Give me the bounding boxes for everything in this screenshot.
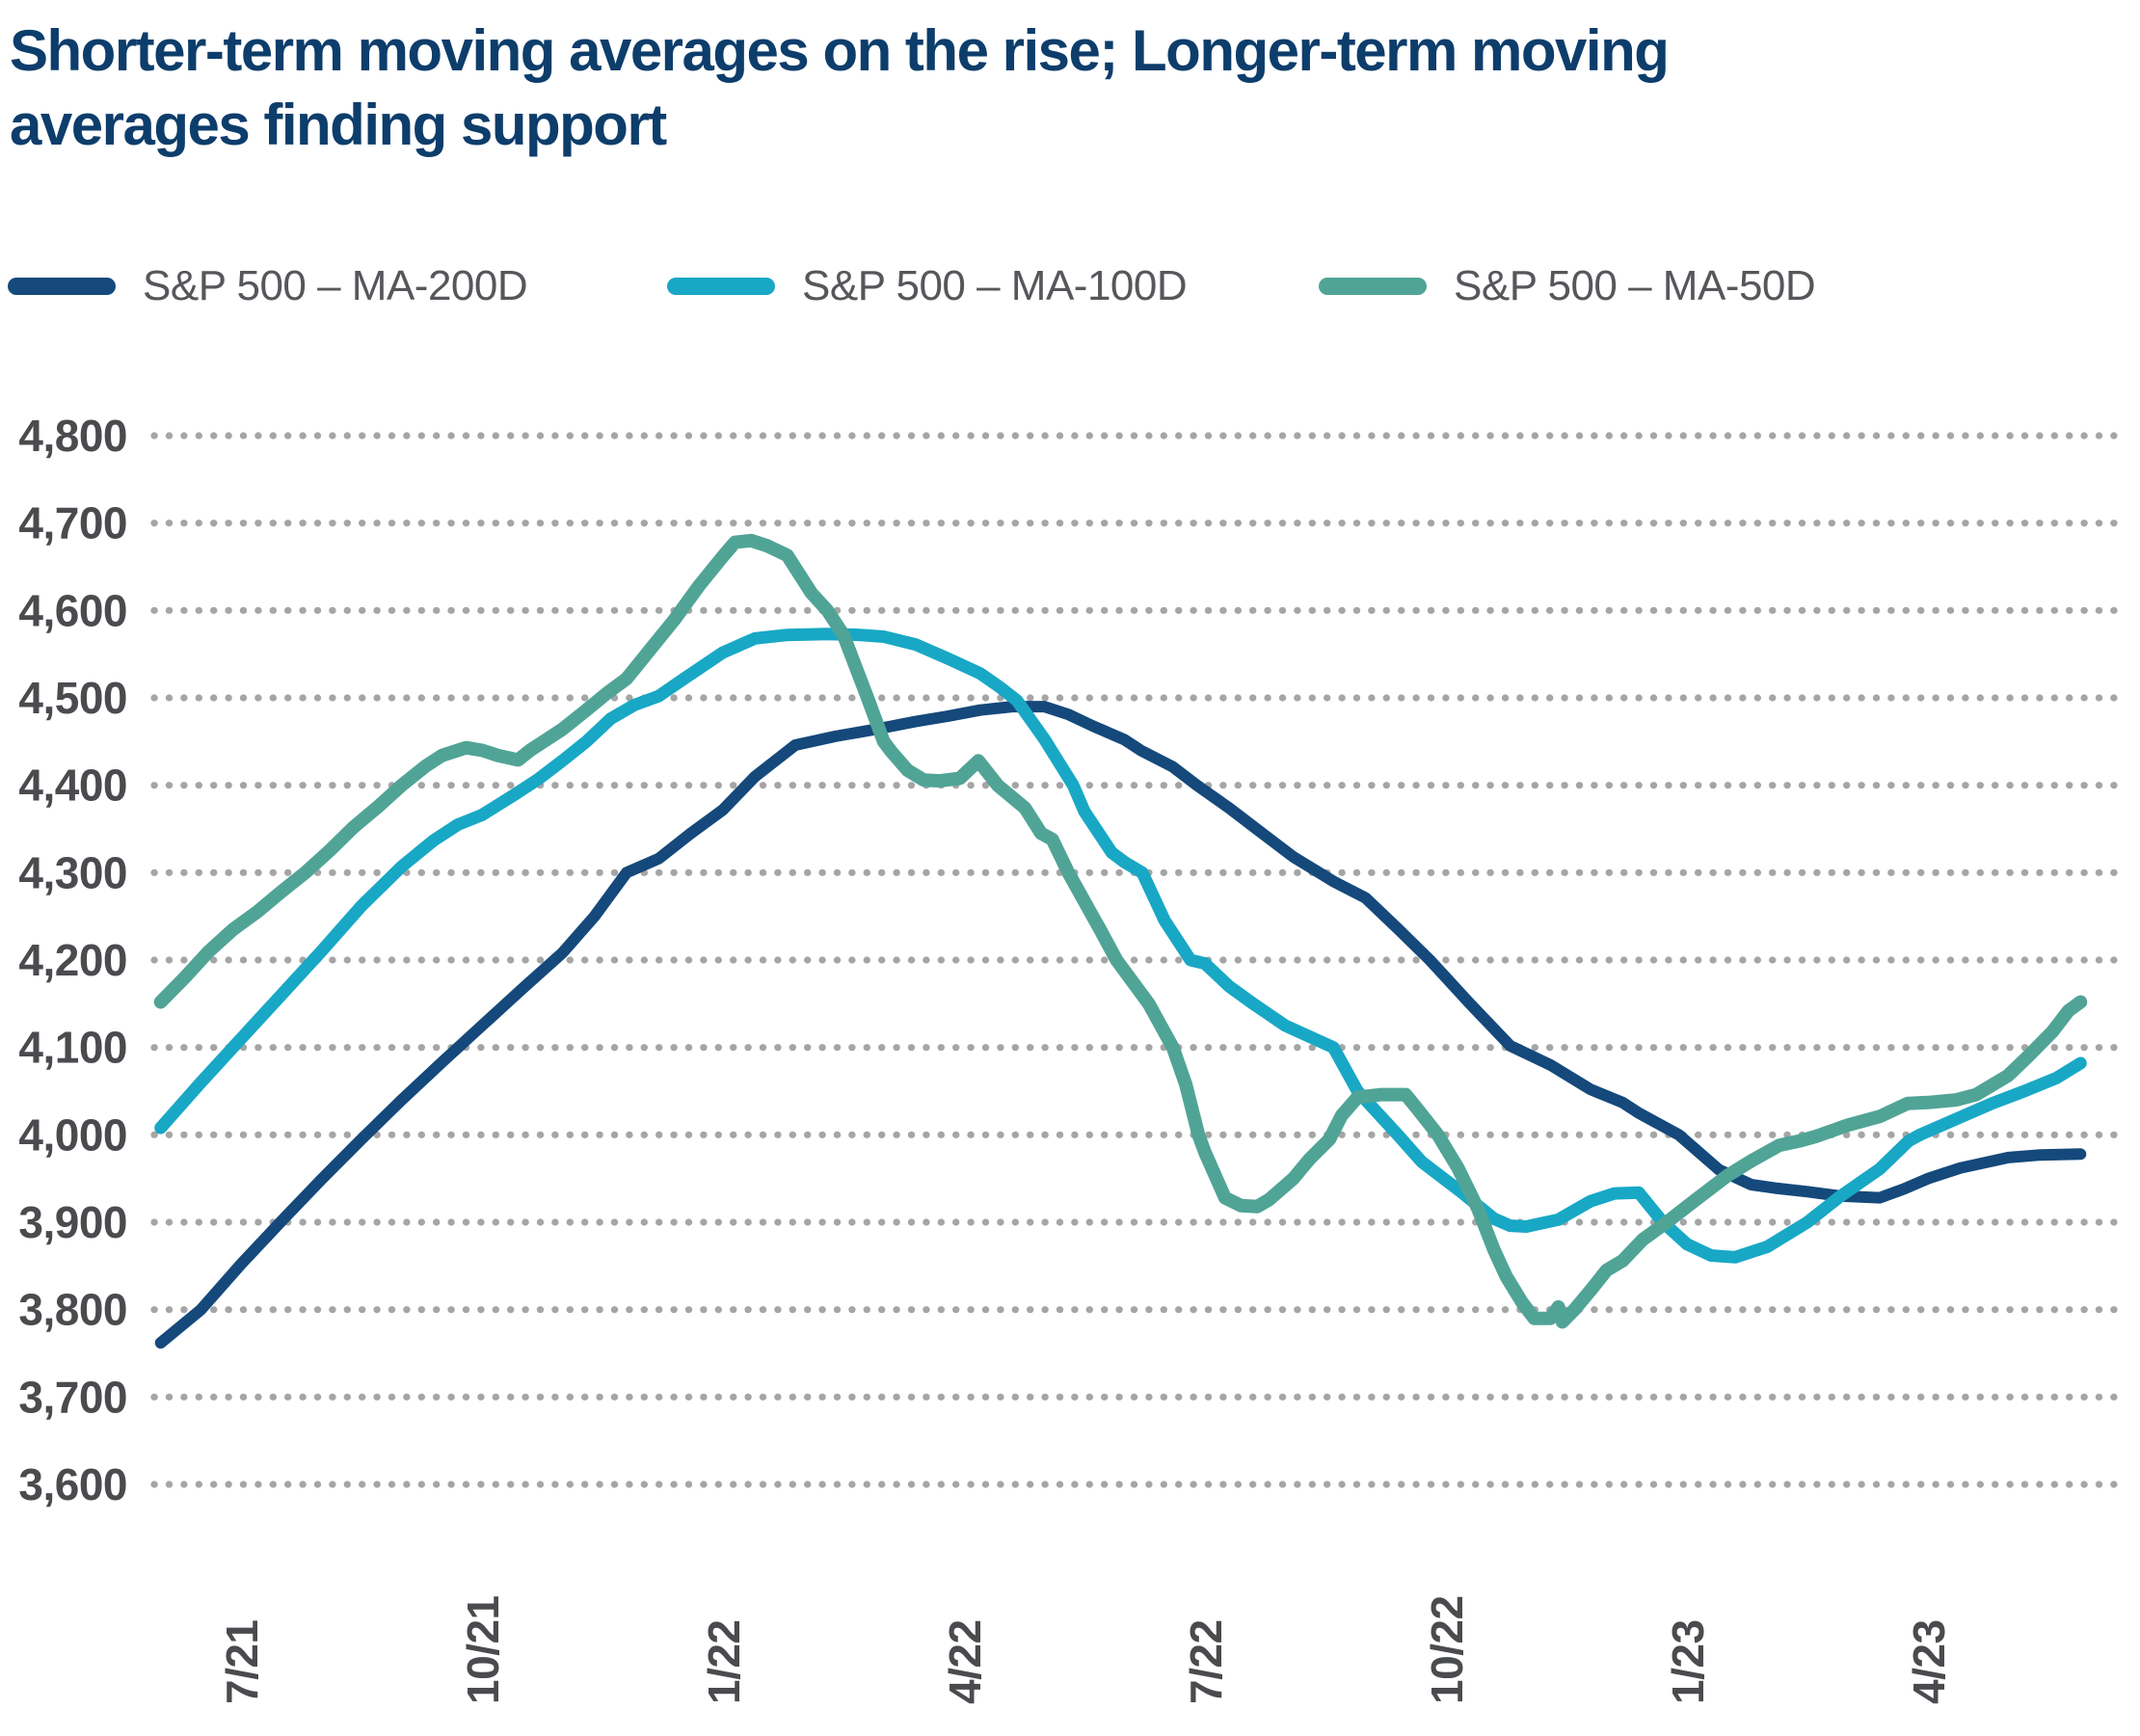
y-tick-label: 4,500 — [18, 673, 127, 723]
legend-item-ma-200d: S&P 500 – MA-200D — [8, 262, 528, 310]
x-axis-labels: 7/21 10/21 1/22 4/22 7/22 10/22 1/23 4/23 — [217, 1595, 1954, 1704]
legend-label-ma-100d: S&P 500 – MA-100D — [802, 262, 1188, 309]
x-tick-label: 1/22 — [699, 1619, 749, 1704]
y-axis-labels: 3,600 3,700 3,800 3,900 4,000 4,100 4,200 4,300… — [18, 411, 127, 1509]
x-tick-label: 4/23 — [1904, 1619, 1954, 1704]
x-tick-label: 10/21 — [458, 1595, 508, 1704]
x-tick-label: 1/23 — [1663, 1619, 1713, 1704]
series-lines — [153, 533, 2088, 1349]
series-line-s-p-500-ma-100d — [154, 628, 2087, 1264]
x-tick-label: 7/22 — [1181, 1619, 1231, 1704]
y-tick-label: 3,800 — [18, 1285, 127, 1335]
legend-label-ma-50d: S&P 500 – MA-50D — [1454, 262, 1816, 309]
chart-title-line1: Shorter-term moving averages on the rise… — [10, 18, 1670, 83]
legend-item-ma-50d: S&P 500 – MA-50D — [1319, 262, 1816, 310]
y-tick-label: 4,200 — [18, 935, 127, 985]
y-tick-label: 3,900 — [18, 1197, 127, 1247]
legend-swatch-ma-200d — [8, 278, 116, 295]
y-tick-label: 3,600 — [18, 1459, 127, 1509]
y-tick-label: 4,400 — [18, 761, 127, 811]
y-tick-label: 4,700 — [18, 498, 127, 548]
legend-item-ma-100d: S&P 500 – MA-100D — [667, 262, 1188, 310]
series-line-s-p-500-ma-200d — [154, 701, 2087, 1349]
gridlines — [150, 432, 2128, 1488]
series-line-s-p-500-ma-50d — [153, 533, 2088, 1329]
legend-label-ma-200d: S&P 500 – MA-200D — [143, 262, 528, 309]
legend: S&P 500 – MA-200D S&P 500 – MA-100D S&P … — [0, 262, 2140, 310]
x-tick-label: 7/21 — [217, 1619, 267, 1704]
line-chart: 3,600 3,700 3,800 3,900 4,000 4,100 4,200 4,300… — [0, 347, 2140, 1736]
y-tick-label: 4,800 — [18, 411, 127, 461]
x-tick-label: 4/22 — [940, 1619, 990, 1704]
legend-swatch-ma-50d — [1319, 278, 1427, 295]
y-tick-label: 4,100 — [18, 1023, 127, 1073]
chart-canvas: 3,600 3,700 3,800 3,900 4,000 4,100 4,200 4,300… — [18, 411, 2128, 1704]
y-tick-label: 4,000 — [18, 1109, 127, 1160]
x-tick-label: 10/22 — [1422, 1595, 1472, 1704]
legend-swatch-ma-100d — [667, 278, 775, 295]
chart-title: Shorter-term moving averages on the rise… — [10, 13, 2121, 162]
chart-title-line2: averages finding support — [10, 93, 667, 157]
y-tick-label: 4,300 — [18, 847, 127, 897]
y-tick-label: 3,700 — [18, 1372, 127, 1422]
y-tick-label: 4,600 — [18, 585, 127, 635]
